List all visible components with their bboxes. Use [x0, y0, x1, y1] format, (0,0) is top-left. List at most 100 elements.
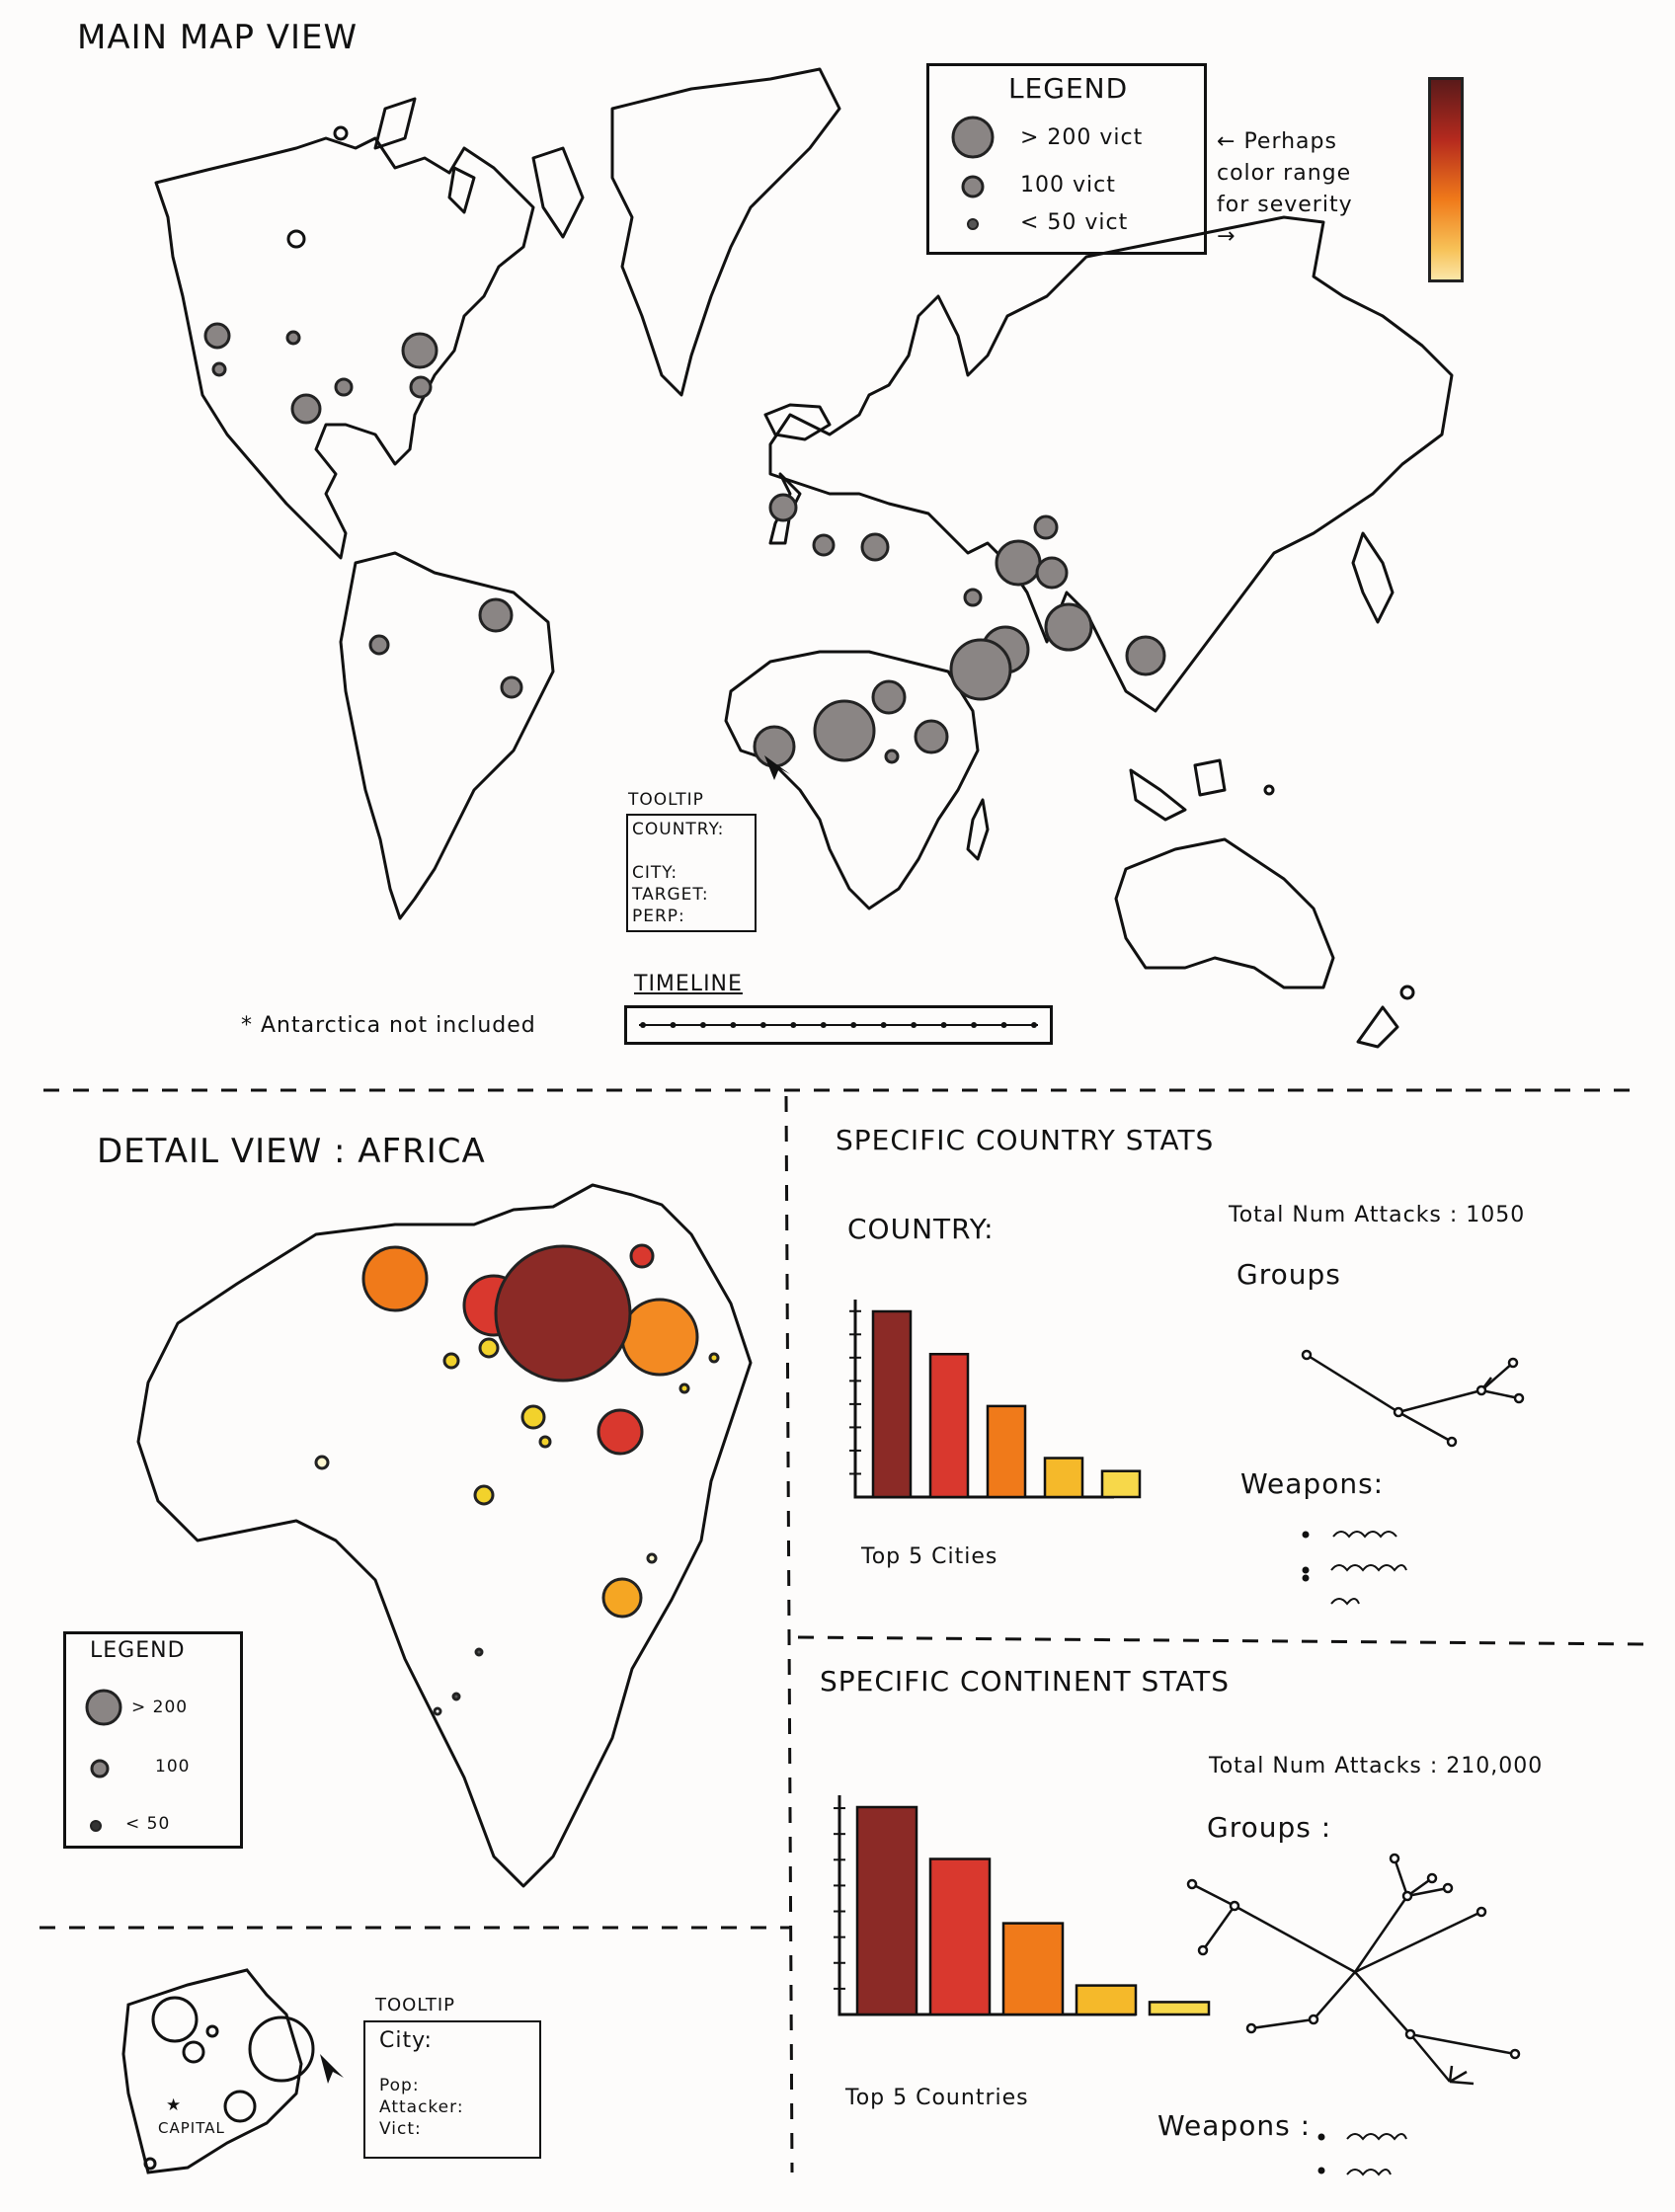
- bar[interactable]: [1043, 1457, 1084, 1499]
- country-stats-title: SPECIFIC COUNTRY STATS: [836, 1124, 1215, 1156]
- timeline-track: [639, 1022, 1038, 1028]
- detail-legend-item-medium: 100: [155, 1757, 191, 1777]
- bubble-marker: [1033, 514, 1059, 540]
- detail-bubble-yellow: [473, 1484, 495, 1506]
- country-label: COUNTRY:: [847, 1213, 995, 1245]
- network-node: [1245, 2022, 1257, 2034]
- timeline-tick[interactable]: [880, 1022, 887, 1028]
- country-outline: [121, 1968, 303, 2174]
- bar[interactable]: [928, 1352, 970, 1499]
- detail-legend-item-large: > 200: [131, 1698, 189, 1717]
- bubble-marker: [401, 332, 439, 369]
- detail-bubble-yellow: [646, 1552, 658, 1564]
- legend-small-circle: [967, 218, 979, 230]
- bar[interactable]: [928, 1857, 992, 2016]
- country-groups-network: [1301, 1349, 1525, 1448]
- network-node: [1401, 1890, 1413, 1902]
- network-node: [1446, 1436, 1458, 1448]
- timeline-tick[interactable]: [820, 1022, 827, 1028]
- bubble-marker: [812, 533, 836, 557]
- tooltip-field-perp: PERP:: [632, 907, 685, 926]
- main-tooltip-title: TOOLTIP: [628, 790, 704, 810]
- detail-tooltip-field-city: City:: [379, 2028, 433, 2053]
- bar[interactable]: [871, 1309, 913, 1499]
- timeline-tick[interactable]: [1000, 1022, 1007, 1028]
- timeline-tick[interactable]: [640, 1022, 646, 1028]
- timeline-tick[interactable]: [670, 1022, 677, 1028]
- detail-legend-symbols: [85, 1689, 122, 1832]
- bar[interactable]: [1100, 1469, 1142, 1499]
- legend-medium-circle: [961, 175, 985, 198]
- bubble-marker: [1035, 556, 1069, 590]
- continent-stats-title: SPECIFIC CONTINENT STATS: [820, 1665, 1231, 1698]
- country-bar-chart: [849, 1300, 1142, 1499]
- continent-chart-caption: Top 5 Countries: [845, 2086, 1029, 2110]
- country-weapons-label: Weapons:: [1240, 1467, 1385, 1500]
- arctic-islands-outline: [373, 97, 585, 239]
- timeline-tick[interactable]: [730, 1022, 737, 1028]
- timeline-tick[interactable]: [850, 1022, 857, 1028]
- bubble-marker: [949, 638, 1012, 701]
- bar[interactable]: [855, 1805, 918, 2016]
- indonesia-outline: [1129, 758, 1227, 822]
- bar[interactable]: [1148, 2001, 1211, 2016]
- capital-star-icon: ★: [166, 2095, 182, 2115]
- capital-label: CAPITAL: [158, 2119, 225, 2137]
- detail-legend-item-small: < 50: [125, 1814, 171, 1834]
- bar[interactable]: [1075, 1984, 1138, 2016]
- timeline-tick[interactable]: [971, 1022, 978, 1028]
- left-arrow-icon: ←: [1217, 129, 1244, 154]
- detail-bubble-red: [629, 1243, 655, 1269]
- bubble-marker: [211, 361, 227, 377]
- network-node: [1404, 2028, 1416, 2040]
- iceland-outline: [763, 403, 832, 441]
- detail-bubble-yellow: [442, 1352, 460, 1370]
- detail-bubble-small: [451, 1692, 461, 1701]
- bubble-marker: [368, 634, 390, 656]
- timeline-tick[interactable]: [940, 1022, 947, 1028]
- chart-axes: [853, 1300, 1114, 1499]
- tooltip-field-country: COUNTRY:: [632, 820, 725, 839]
- country-weapons-list: [1302, 1531, 1407, 1606]
- city-circle: [248, 2015, 315, 2083]
- timeline-tick[interactable]: [759, 1022, 766, 1028]
- detail-tooltip-field-pop: Pop:: [379, 2076, 420, 2095]
- timeline-label: TIMELINE: [634, 972, 743, 996]
- antarctica-note: * Antarctica not included: [241, 1013, 536, 1038]
- bubble-marker: [1125, 635, 1166, 676]
- bubble-marker: [914, 719, 949, 754]
- bar[interactable]: [1001, 1922, 1065, 2016]
- network-node: [1229, 1900, 1240, 1912]
- city-circle: [182, 2040, 205, 2064]
- color-range-note: ← Perhaps color range for severity →: [1217, 129, 1353, 249]
- main-legend: LEGEND > 200 vict 100 vict < 50 vict: [926, 63, 1207, 255]
- timeline-tick[interactable]: [1031, 1022, 1037, 1028]
- tooltip-field-target: TARGET:: [632, 885, 709, 905]
- timeline-tick[interactable]: [699, 1022, 706, 1028]
- timeline-tick[interactable]: [790, 1022, 797, 1028]
- bubble-marker: [478, 597, 514, 633]
- right-arrow-icon: →: [1217, 224, 1236, 249]
- eurasia-outline: [768, 215, 1454, 713]
- detail-tooltip-title: TOOLTIP: [375, 1995, 456, 2015]
- network-node: [1476, 1384, 1487, 1396]
- country-total-attacks: Total Num Attacks : 1050: [1229, 1203, 1526, 1227]
- timeline-slider[interactable]: [624, 1005, 1053, 1045]
- bubble-marker: [334, 377, 354, 397]
- bubble-marker: [884, 749, 900, 764]
- japan-outline: [1351, 531, 1395, 624]
- legend-large-circle: [951, 116, 995, 159]
- detail-bubble-red: [597, 1408, 644, 1456]
- network-node: [1301, 1349, 1313, 1361]
- country-chart-caption: Top 5 Cities: [861, 1544, 998, 1569]
- continent-weapons-label: Weapons :: [1157, 2109, 1312, 2142]
- detail-bubble-orange: [361, 1245, 429, 1312]
- bar[interactable]: [986, 1404, 1027, 1499]
- network-node: [1426, 1872, 1438, 1884]
- timeline-tick[interactable]: [911, 1022, 917, 1028]
- continent-weapons-list: [1317, 2133, 1407, 2176]
